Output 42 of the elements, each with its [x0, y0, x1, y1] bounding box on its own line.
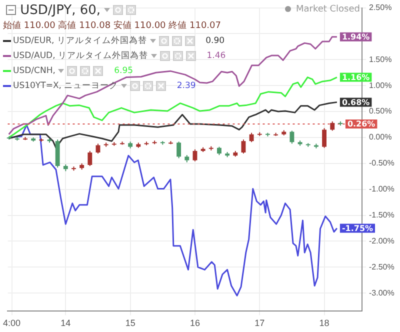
y-tick-label: 0.50% [369, 106, 392, 116]
x-tick-label: 17 [254, 318, 265, 328]
data-label: 1.16% [342, 72, 370, 82]
y-tick-label: -1.00% [369, 184, 394, 194]
x-tick-label: 15 [125, 318, 136, 328]
y-tick-label: -0.50% [369, 158, 394, 168]
candlestick [88, 150, 92, 166]
x-tick-label: 4:00 [3, 318, 21, 328]
y-tick-label: 1.50% [369, 54, 392, 64]
annotation: 2.39 [176, 81, 196, 91]
y-tick-label: 0.00% [369, 132, 392, 142]
candlestick [290, 130, 294, 144]
y-tick-label: 2.50% [369, 3, 392, 12]
legend-label: US10YT=X, ニューヨーク [13, 81, 118, 91]
y-tick-label: -2.00% [369, 236, 394, 246]
x-tick-label: 16 [190, 318, 200, 328]
candlestick [249, 132, 254, 143]
y-tick-label: -3.00% [369, 288, 394, 298]
x-tick-label: 18 [319, 318, 330, 328]
annotation: 0.90 [204, 36, 225, 46]
candlestick [241, 139, 246, 154]
candlestick [322, 128, 327, 148]
legend-label: USD/AUD, リアルタイム外国為替 [13, 51, 148, 61]
annotation: 1.46 [206, 51, 226, 61]
legend-label: USD/CNH, [13, 66, 56, 76]
chart-title: USD/JPY, 60, [19, 3, 101, 18]
candlestick [192, 148, 198, 162]
text: 始値 110.00 高値 110.08 安値 110.00 終値 110.07 [3, 20, 222, 33]
annotation: Market Closed [294, 4, 360, 14]
candlestick [96, 143, 100, 154]
data-label: 0.68% [342, 98, 370, 107]
y-tick-label: -1.50% [369, 210, 394, 220]
data-label: -1.75% [342, 224, 374, 233]
annotation: 6.95 [113, 66, 134, 76]
y-tick-label: 1.00% [369, 80, 392, 90]
x-tick-label: 14 [60, 318, 71, 328]
text: 0.26% [347, 120, 376, 129]
data-label: 1.94% [342, 32, 370, 42]
legend-label: USD/EUR, リアルタイム外国為替 [13, 36, 147, 46]
candlestick [330, 120, 335, 132]
y-tick-label: -2.50% [369, 262, 394, 272]
candlestick [176, 141, 182, 159]
